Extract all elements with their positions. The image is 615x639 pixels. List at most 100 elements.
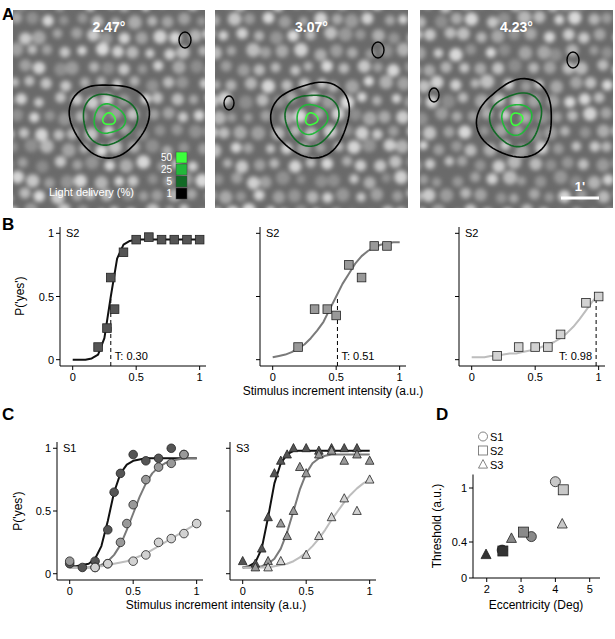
x-tick [133,580,134,584]
legend-label: 5 [166,176,172,187]
cone [215,46,222,59]
cone [336,10,349,11]
cone [126,46,138,58]
cone [236,191,246,201]
fit-curve [243,455,370,568]
cone [336,188,349,201]
marker-circle [180,450,189,459]
legend-label: S1 [490,431,503,443]
image-background [420,10,613,208]
cone [262,80,275,93]
cone [420,159,421,173]
cone [186,189,197,200]
chart: 00.5100.51Stimulus increment intensity (… [11,442,306,612]
chart-title: S3 [236,442,249,454]
cone [317,79,327,89]
cone [474,189,486,201]
cone [315,49,327,61]
marker-square [323,305,332,314]
cone [501,207,514,208]
chart: 00.51S2T: 0.98 [455,227,605,383]
cone [89,62,99,72]
cone [236,28,247,39]
cone [198,46,205,56]
threshold-label: T: 0.30 [115,350,148,362]
cone [218,127,229,138]
cone [420,47,426,60]
cone [458,93,468,103]
cone [13,141,18,152]
x-tick-label: 1 [367,585,373,597]
cone [227,113,236,122]
cone [590,141,600,151]
cone [13,10,14,11]
cone [450,79,461,90]
y-axis [473,475,474,579]
cone [597,125,610,138]
contour-loop [372,42,384,58]
cone [365,49,375,59]
cone [172,124,183,135]
marker-triangle [251,563,260,571]
chart-title: S2 [465,227,478,239]
cone [137,155,151,169]
cone [422,188,436,202]
image-title: 4.23° [500,19,533,35]
cone [80,78,90,88]
threshold-label: T: 0.98 [559,350,592,362]
cone [194,110,205,121]
cone [517,176,526,185]
cone [15,93,26,104]
cone [96,43,109,56]
cone [128,15,142,29]
cone [146,79,159,92]
cone [451,141,462,152]
cone [420,80,430,93]
cone [223,159,232,168]
marker-triangle [276,519,285,527]
cone [19,128,29,138]
marker-triangle [302,444,311,452]
chart-title: S1 [63,442,76,454]
cone [215,126,217,139]
cone [480,126,489,135]
cone [452,176,463,187]
cone [395,140,408,154]
cone [547,10,558,12]
cone [40,139,54,153]
x-tick [306,580,307,584]
cone [445,157,454,166]
cone [13,128,14,141]
cone [558,190,570,202]
image-title: 2.47° [93,19,126,35]
cone [499,44,511,56]
cone [176,76,188,88]
y-tick-label: 1 [461,482,467,494]
marker-square [370,242,379,251]
cone [567,110,578,121]
cone [164,49,175,60]
cone [432,177,441,186]
cone [25,139,39,153]
cone [613,65,614,75]
marker-triangle [264,513,273,521]
cone [470,172,480,182]
cone [583,107,597,121]
fit-curve [273,242,400,357]
contour-loop [224,96,234,110]
cone [288,189,301,202]
chart: 00.51S3 [226,442,376,597]
y-tick [56,233,60,234]
cone [458,126,471,139]
cone [128,141,140,153]
cone [32,31,46,45]
marker-square [582,299,591,308]
cone [457,156,467,166]
x-axis [60,366,206,367]
cone [388,33,399,44]
cone [280,111,294,125]
cone [62,143,76,157]
cone [24,76,34,86]
legend-label: 1 [166,188,172,199]
cone [392,94,401,103]
